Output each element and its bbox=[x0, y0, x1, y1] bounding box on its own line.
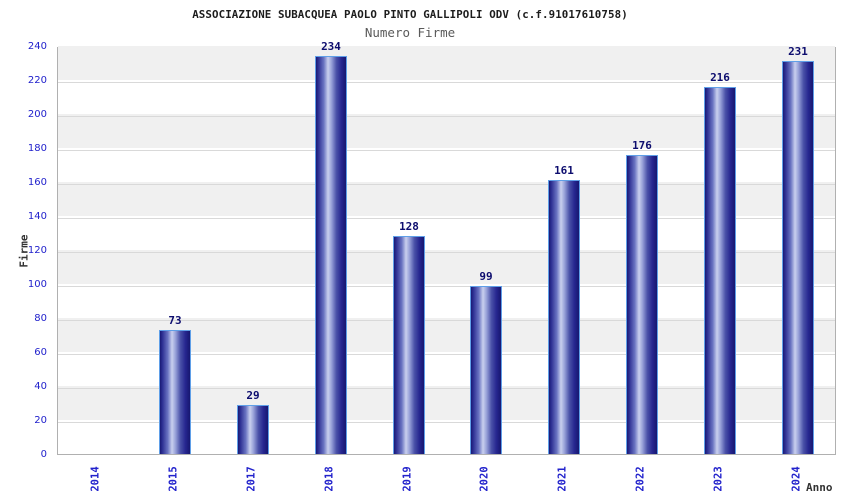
gridline bbox=[58, 116, 835, 117]
y-tick-label: 100 bbox=[27, 279, 47, 290]
y-tick-label: 220 bbox=[27, 75, 47, 86]
x-tick-label: 2018 bbox=[323, 466, 336, 492]
x-tick-label: 2020 bbox=[478, 466, 491, 492]
y-tick-label: 160 bbox=[27, 177, 47, 188]
chart-title: ASSOCIAZIONE SUBACQUEA PAOLO PINTO GALLI… bbox=[192, 8, 628, 21]
bar-2018 bbox=[315, 56, 347, 454]
x-tick-label: 2023 bbox=[712, 466, 725, 492]
x-tick-label: 2019 bbox=[401, 466, 414, 492]
gridline bbox=[58, 422, 835, 423]
gridline bbox=[58, 252, 835, 253]
gridline bbox=[58, 388, 835, 389]
gridline bbox=[58, 150, 835, 151]
y-tick-label: 200 bbox=[27, 109, 47, 120]
x-tick-label: 2021 bbox=[556, 466, 569, 492]
x-tick-label: 2017 bbox=[245, 466, 258, 492]
y-tick-label: 80 bbox=[34, 313, 47, 324]
x-tick-label: 2015 bbox=[167, 466, 180, 492]
chart-subtitle: Numero Firme bbox=[364, 25, 456, 40]
bar-value-label: 176 bbox=[632, 139, 652, 152]
gridline bbox=[58, 354, 835, 355]
bar-2019 bbox=[393, 236, 425, 454]
background-band bbox=[58, 46, 835, 80]
gridline bbox=[58, 286, 835, 287]
y-tick-label: 60 bbox=[34, 347, 47, 358]
x-tick-label: 2024 bbox=[790, 466, 803, 492]
x-tick-label: 2014 bbox=[89, 466, 102, 492]
x-tick-label: 2022 bbox=[634, 466, 647, 492]
y-tick-label: 20 bbox=[34, 415, 47, 426]
bar-2022 bbox=[626, 155, 658, 454]
bar-2024 bbox=[782, 61, 814, 454]
bar-2020 bbox=[470, 286, 502, 454]
y-tick-label: 120 bbox=[27, 245, 47, 256]
y-tick-label: 140 bbox=[27, 211, 47, 222]
bar-value-label: 73 bbox=[168, 314, 182, 327]
plot-area: 73 29 234 128 99 161 176 216 231 bbox=[57, 41, 836, 455]
y-tick-label: 240 bbox=[27, 41, 47, 52]
bar-value-label: 231 bbox=[788, 45, 808, 58]
bar-2021 bbox=[548, 180, 580, 454]
bar-value-label: 161 bbox=[554, 164, 574, 177]
y-tick-label: 40 bbox=[34, 381, 47, 392]
bar-value-label: 99 bbox=[479, 270, 493, 283]
bar-value-label: 216 bbox=[710, 71, 730, 84]
y-tick-label: 180 bbox=[27, 143, 47, 154]
bar-2023 bbox=[704, 87, 736, 454]
gridline bbox=[58, 82, 835, 83]
gridline bbox=[58, 218, 835, 219]
bar-value-label: 234 bbox=[321, 40, 341, 53]
y-tick-label: 0 bbox=[40, 449, 47, 460]
bar-2017 bbox=[237, 405, 269, 454]
bar-value-label: 29 bbox=[246, 389, 260, 402]
bar-2015 bbox=[159, 330, 191, 454]
gridline bbox=[58, 320, 835, 321]
gridline bbox=[58, 184, 835, 185]
bar-value-label: 128 bbox=[399, 220, 419, 233]
x-axis-label: Anno bbox=[806, 481, 833, 494]
